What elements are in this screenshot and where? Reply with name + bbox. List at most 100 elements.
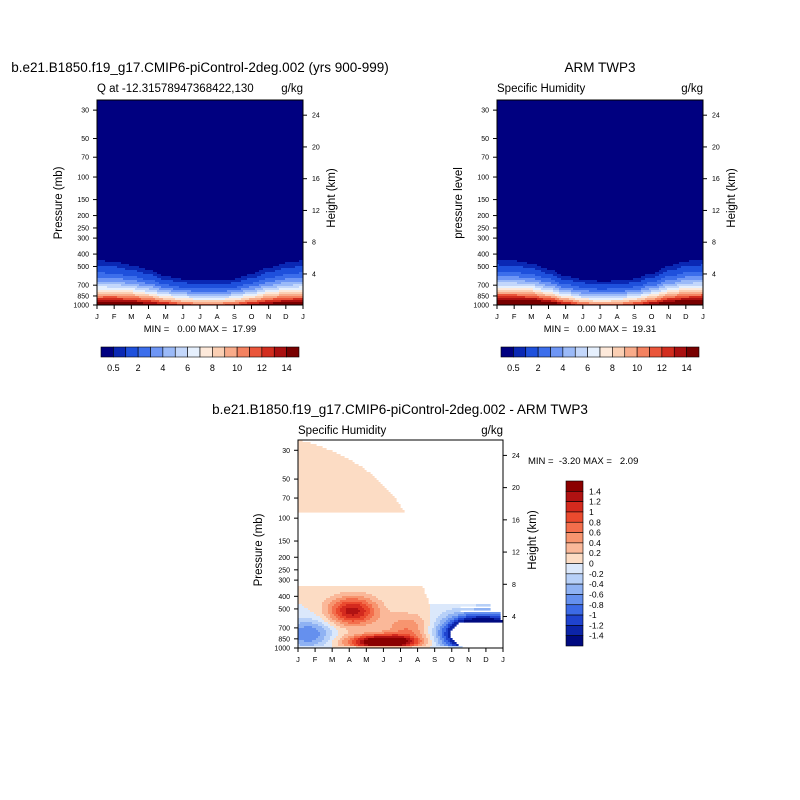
- panel-diff-x-tick-label: J: [382, 655, 386, 664]
- contour-cell: [338, 632, 349, 635]
- contour-cell: [454, 622, 459, 625]
- contour-cell: [677, 278, 703, 281]
- contour-cell: [344, 618, 365, 621]
- contour-cell: [223, 302, 240, 305]
- contour-cell: [298, 474, 373, 477]
- panel-model-y-tick-label: 150: [77, 197, 89, 204]
- contour-cell: [326, 632, 333, 635]
- colorbar-diff-label: -0.4: [589, 579, 604, 589]
- panel-obs-y-tick-label: 500: [477, 264, 489, 271]
- contour-cell: [438, 624, 443, 627]
- contour-cell: [298, 472, 371, 475]
- contour-cell: [161, 286, 180, 289]
- contour-cell: [298, 598, 327, 601]
- contour-cell: [553, 274, 562, 277]
- contour-cell: [298, 446, 323, 449]
- contour-cell: [497, 156, 703, 159]
- contour-cell: [358, 598, 371, 601]
- contour-cell: [418, 614, 431, 617]
- contour-cell: [332, 618, 339, 621]
- colorbar-obs-label: 8: [610, 363, 615, 373]
- contour-cell: [121, 262, 286, 265]
- contour-cell: [649, 294, 660, 297]
- contour-cell: [497, 298, 538, 301]
- contour-cell: [464, 618, 473, 621]
- contour-cell: [342, 602, 363, 605]
- contour-cell: [295, 266, 303, 269]
- contour-cell: [607, 288, 642, 291]
- contour-cell: [281, 282, 303, 285]
- contour-cell: [324, 600, 333, 603]
- contour-cell: [497, 106, 703, 109]
- contour-cell: [579, 300, 594, 303]
- contour-cell: [243, 294, 258, 297]
- contour-cell: [332, 612, 337, 615]
- contour-cell: [117, 296, 140, 299]
- contour-cell: [589, 298, 624, 301]
- colorbar-diff-swatch: [565, 480, 584, 492]
- contour-cell: [424, 626, 429, 629]
- contour-cell: [452, 622, 455, 625]
- contour-cell: [497, 110, 703, 113]
- contour-cell: [647, 282, 662, 285]
- contour-cell: [97, 220, 303, 223]
- contour-cell: [125, 282, 146, 285]
- contour-cell: [649, 288, 660, 291]
- panel-diff-y-tick-label: 850: [278, 636, 290, 643]
- contour-cell: [412, 646, 431, 648]
- contour-cell: [298, 614, 317, 617]
- contour-cell: [189, 296, 230, 299]
- contour-cell: [497, 112, 703, 115]
- contour-cell: [259, 270, 276, 273]
- contour-cell: [665, 294, 678, 297]
- contour-cell: [643, 302, 650, 305]
- contour-cell: [438, 630, 443, 633]
- contour-cell: [97, 150, 303, 153]
- contour-cell: [330, 624, 337, 627]
- contour-cell: [422, 636, 427, 639]
- contour-cell: [171, 290, 192, 293]
- contour-cell: [372, 622, 395, 625]
- contour-cell: [497, 124, 703, 127]
- contour-cell: [442, 628, 447, 631]
- contour-cell: [298, 632, 321, 635]
- colorbar-diff-label: -0.2: [589, 569, 604, 579]
- contour-cell: [362, 602, 369, 605]
- contour-cell: [539, 282, 552, 285]
- contour-cell: [299, 272, 303, 275]
- contour-cell: [533, 290, 542, 293]
- contour-cell: [418, 626, 425, 629]
- colorbar-model-swatch: [212, 346, 226, 358]
- contour-cell: [257, 276, 276, 279]
- contour-cell: [161, 278, 182, 281]
- panel-diff-y-tick-label: 1000: [274, 646, 290, 653]
- contour-cell: [444, 622, 449, 625]
- contour-cell: [97, 182, 303, 185]
- contour-cell: [263, 288, 280, 291]
- panel-model-y2-tick-label: 20: [312, 144, 320, 151]
- contour-cell: [137, 280, 156, 283]
- contour-cell: [643, 284, 658, 287]
- panel-obs-x-tick-label: M: [563, 312, 569, 321]
- panel-obs-y-tick-label: 250: [477, 225, 489, 232]
- contour-cell: [318, 642, 327, 645]
- contour-cell: [436, 620, 441, 623]
- contour-cell: [673, 264, 702, 267]
- contour-cell: [354, 634, 363, 637]
- contour-cell: [497, 228, 703, 231]
- contour-cell: [171, 276, 242, 279]
- contour-cell: [497, 108, 703, 111]
- contour-cell: [336, 620, 343, 623]
- contour-cell: [497, 202, 703, 205]
- contour-cell: [97, 204, 303, 207]
- contour-cell: [348, 632, 365, 635]
- contour-cell: [326, 642, 333, 645]
- contour-cell: [677, 294, 702, 297]
- contour-cell: [298, 510, 405, 513]
- contour-cell: [336, 624, 345, 627]
- contour-cell: [322, 622, 329, 625]
- contour-cell: [561, 286, 580, 289]
- contour-cell: [334, 638, 341, 641]
- contour-cell: [679, 290, 703, 293]
- colorbar-obs-label: 14: [682, 363, 692, 373]
